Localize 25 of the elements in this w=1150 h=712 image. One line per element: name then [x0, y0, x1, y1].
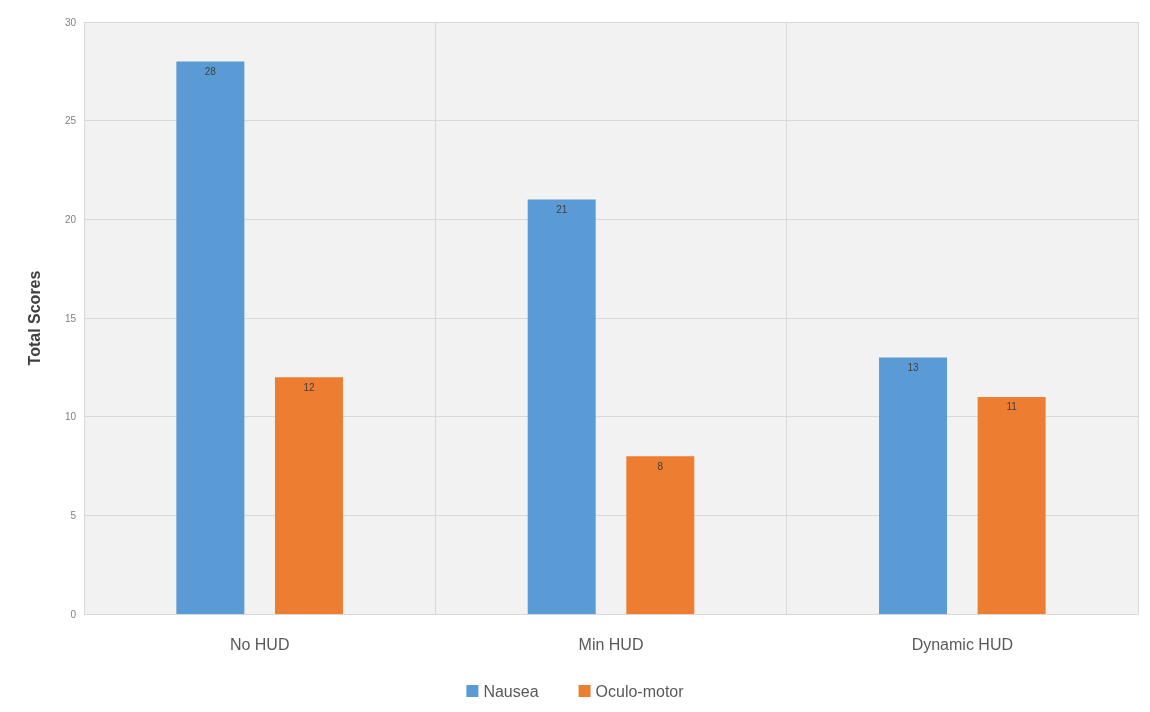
data-label: 11 — [1006, 401, 1018, 413]
y-tick-label: 0 — [70, 608, 77, 620]
data-label: 21 — [556, 204, 568, 216]
data-label: 8 — [657, 460, 664, 472]
bar — [879, 357, 948, 614]
bar — [527, 199, 596, 614]
y-tick-label: 10 — [64, 411, 77, 423]
data-label: 12 — [303, 381, 315, 393]
y-tick-label: 5 — [70, 509, 77, 521]
x-tick-label: Min HUD — [578, 635, 644, 653]
x-tick-label: No HUD — [229, 635, 290, 653]
y-tick-label: 15 — [64, 312, 77, 324]
data-label: 28 — [204, 65, 217, 77]
bar — [176, 61, 245, 614]
bar — [977, 396, 1046, 614]
y-tick-label: 30 — [64, 16, 77, 28]
legend-label: Oculo-motor — [595, 682, 685, 700]
bar — [626, 456, 695, 614]
bar — [274, 377, 343, 614]
x-tick-label: Dynamic HUD — [911, 635, 1014, 653]
legend-label: Nausea — [483, 682, 539, 700]
y-tick-label: 25 — [64, 115, 77, 127]
y-tick-label: 20 — [64, 213, 77, 225]
y-axis-title: Total Scores — [25, 270, 43, 366]
data-label: 13 — [907, 361, 920, 373]
